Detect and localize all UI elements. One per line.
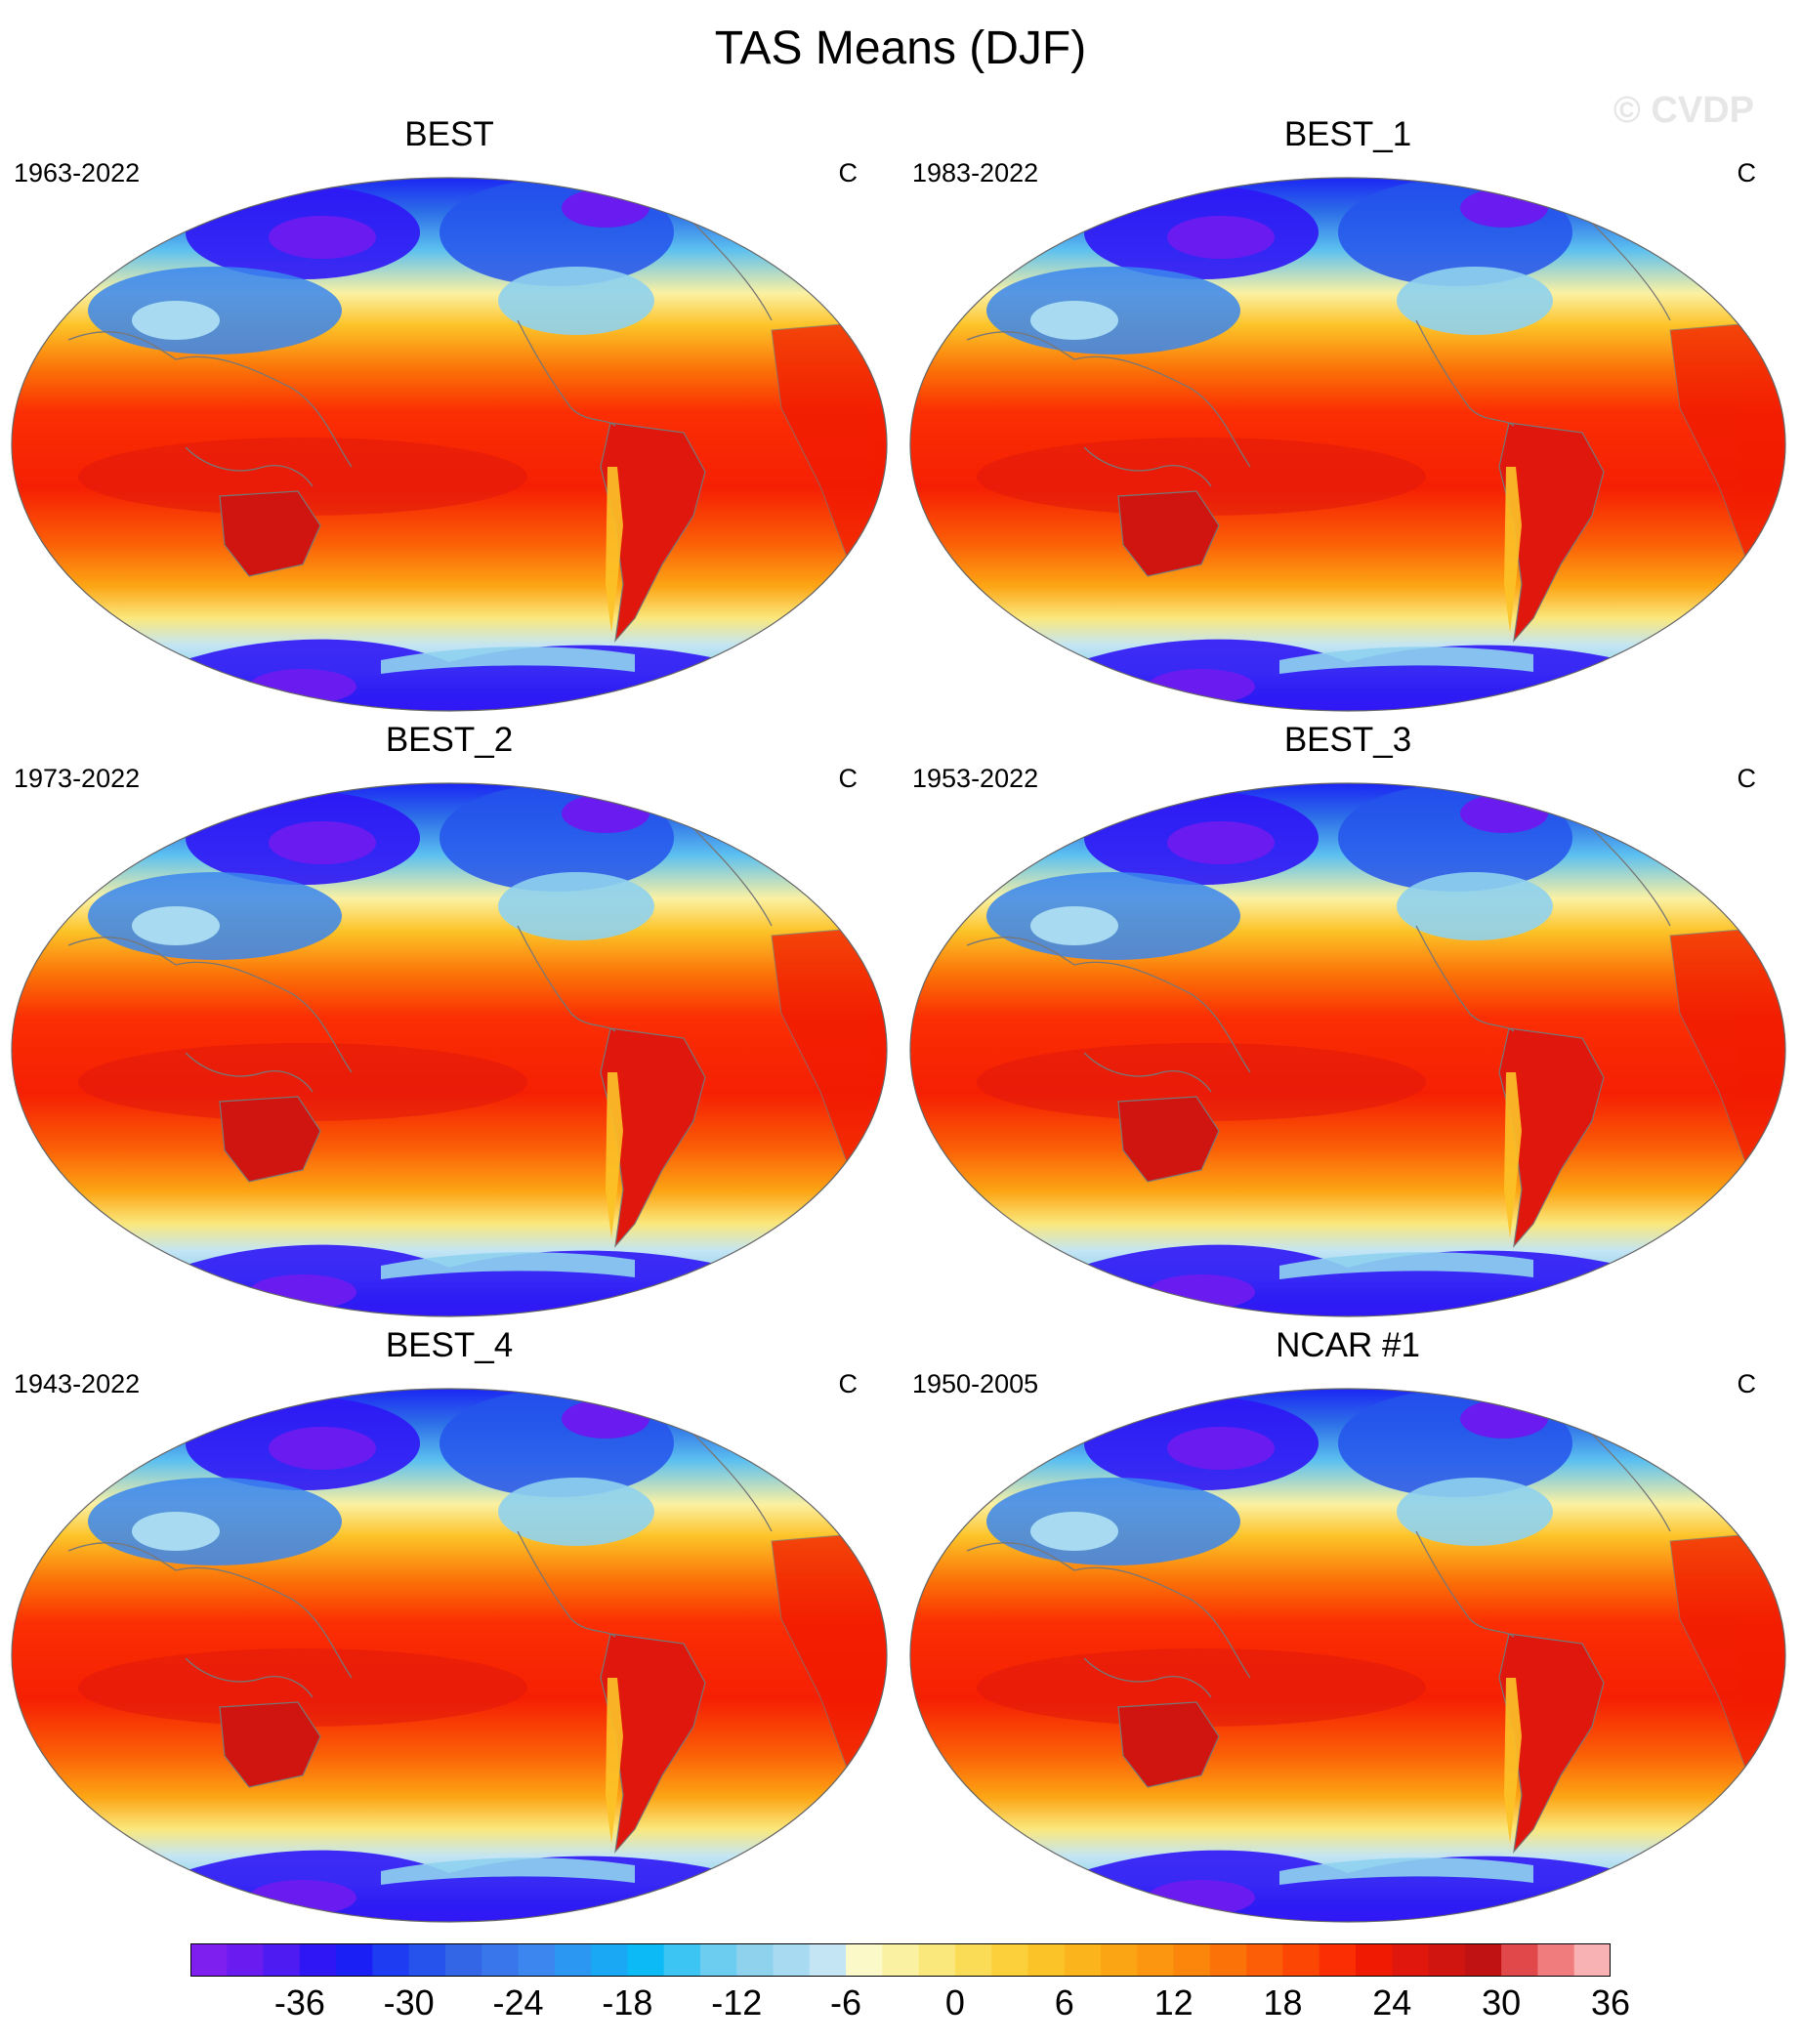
panel-units: C: [838, 1369, 859, 1398]
robinson-map-image: [11, 177, 888, 712]
colorbar-tick-label: -30: [383, 1982, 435, 2023]
colorbar-swatch: [1537, 1943, 1575, 1977]
panel-period: 1983-2022: [912, 158, 1039, 188]
colorbar-tick-label: 30: [1482, 1982, 1522, 2023]
robinson-map-image: [909, 782, 1786, 1317]
panel-period: 1973-2022: [14, 764, 141, 793]
colorbar-swatch: [190, 1943, 228, 1977]
colorbar-tick-label: 0: [944, 1982, 965, 2023]
colorbar-swatch: [1173, 1943, 1211, 1977]
colorbar-tick-label: -6: [830, 1982, 862, 2023]
watermark-text: © CVDP: [1613, 90, 1754, 131]
colorbar-tick-label: 24: [1372, 1982, 1412, 2023]
robinson-map-image: [11, 782, 888, 1317]
colorbar-swatch: [299, 1943, 337, 1977]
panel-units: C: [838, 764, 859, 793]
colorbar-swatch: [1101, 1943, 1138, 1977]
robinson-map-image: [11, 1388, 888, 1923]
panel-period: 1963-2022: [14, 158, 141, 188]
map-panel-best-2: BEST_2 1973-2022 C: [0, 721, 899, 1326]
map-panel-best: BEST 1963-2022 C: [0, 115, 899, 721]
panel-units: C: [1737, 1369, 1757, 1398]
colorbar-swatch: [1137, 1943, 1175, 1977]
panel-title: NCAR #1: [1276, 1326, 1420, 1364]
colorbar-tick-label: 12: [1153, 1982, 1194, 2023]
colorbar-swatch: [699, 1943, 737, 1977]
colorbar-swatch: [1209, 1943, 1247, 1977]
colorbar-tick-label: 36: [1590, 1982, 1631, 2023]
panel-units: C: [1737, 158, 1757, 188]
panel-period: 1950-2005: [912, 1369, 1039, 1398]
colorbar-swatch: [263, 1943, 301, 1977]
panel-title: BEST_4: [385, 1326, 514, 1364]
colorbar-swatch: [1064, 1943, 1102, 1977]
panel-units: C: [838, 158, 859, 188]
robinson-map-image: [909, 177, 1786, 712]
colorbar: [190, 1943, 1611, 1977]
colorbar-swatch: [663, 1943, 701, 1977]
colorbar-swatch: [1282, 1943, 1320, 1977]
colorbar-swatch: [1319, 1943, 1357, 1977]
colorbar-swatch: [336, 1943, 373, 1977]
colorbar-swatch: [1573, 1943, 1611, 1977]
colorbar-swatch: [1246, 1943, 1283, 1977]
colorbar-swatch: [882, 1943, 920, 1977]
colorbar-swatch: [1356, 1943, 1393, 1977]
colorbar-tick-label: -24: [492, 1982, 544, 2023]
colorbar-tick-label: -36: [273, 1982, 325, 2023]
colorbar-swatch: [627, 1943, 665, 1977]
colorbar-swatch: [444, 1943, 482, 1977]
colorbar-swatch: [918, 1943, 956, 1977]
colorbar-swatch: [372, 1943, 410, 1977]
panel-period: 1943-2022: [14, 1369, 141, 1398]
panel-title: BEST_2: [385, 721, 514, 759]
map-panel-ncar-1: NCAR #1 1950-2005 C: [899, 1326, 1797, 1932]
colorbar-swatch: [809, 1943, 847, 1977]
colorbar-swatch: [227, 1943, 265, 1977]
panel-units: C: [1737, 764, 1757, 793]
map-panel-best-3: BEST_3 1953-2022 C: [899, 721, 1797, 1326]
panel-period: 1953-2022: [912, 764, 1039, 793]
map-panel-best-1: BEST_1 1983-2022 C: [899, 115, 1797, 721]
colorbar-swatch: [954, 1943, 992, 1977]
figure-title: TAS Means (DJF): [714, 22, 1087, 74]
colorbar-swatch: [554, 1943, 592, 1977]
robinson-map-image: [909, 1388, 1786, 1923]
colorbar-swatch: [518, 1943, 556, 1977]
panel-title: BEST: [404, 115, 494, 153]
colorbar-swatch: [1501, 1943, 1538, 1977]
panel-title: BEST_1: [1283, 115, 1412, 153]
colorbar-swatch: [1464, 1943, 1502, 1977]
colorbar-swatch: [1027, 1943, 1066, 1977]
colorbar-swatch: [991, 1943, 1028, 1977]
colorbar-swatch: [482, 1943, 520, 1977]
colorbar-swatch: [408, 1943, 446, 1977]
colorbar-tick-label: 6: [1054, 1982, 1074, 2023]
colorbar-swatch: [736, 1943, 775, 1977]
colorbar-tick-label: 18: [1263, 1982, 1303, 2023]
colorbar-swatch: [773, 1943, 811, 1977]
colorbar-swatch: [1392, 1943, 1430, 1977]
map-panel-best-4: BEST_4 1943-2022 C: [0, 1326, 899, 1932]
colorbar-swatch: [591, 1943, 628, 1977]
colorbar-swatch: [1428, 1943, 1466, 1977]
colorbar-tick-label: -12: [711, 1982, 763, 2023]
colorbar-labels: -36 -30 -24 -18 -12 -6 0 6 12 18 24 30 36: [190, 1982, 1630, 2031]
panel-title: BEST_3: [1283, 721, 1412, 759]
colorbar-tick-label: -18: [602, 1982, 653, 2023]
colorbar-swatch: [846, 1943, 883, 1977]
